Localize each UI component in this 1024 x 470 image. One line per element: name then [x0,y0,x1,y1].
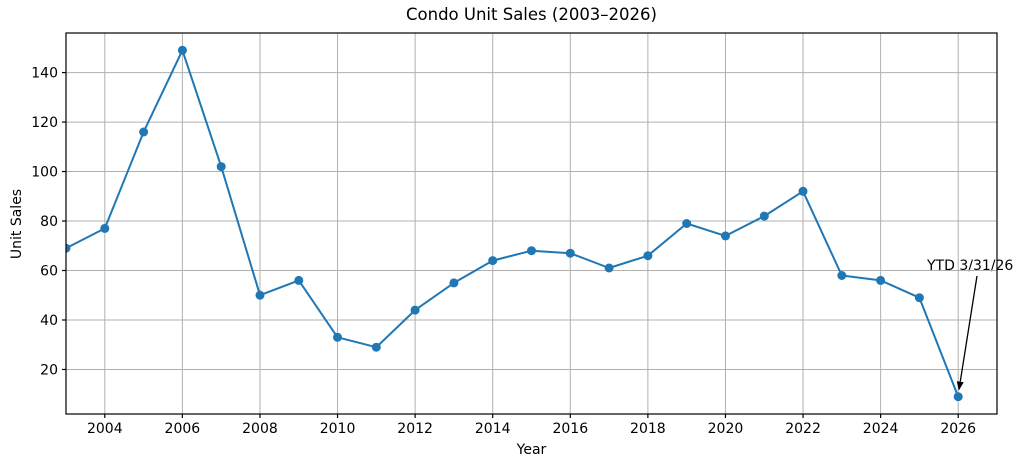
data-point [449,278,459,288]
x-tick-label: 2018 [630,421,666,437]
data-point [410,305,420,315]
data-point [371,342,381,352]
x-axis-label: Year [516,442,547,458]
annotation-ytd-label: YTD 3/31/26 [927,258,1014,274]
data-point [527,246,536,256]
x-tick-label: 2022 [785,421,821,437]
x-tick-label: 2016 [552,421,588,437]
y-tick-label: 40 [40,313,58,329]
data-point [66,243,71,253]
data-point [139,127,149,137]
data-point [876,275,886,285]
chart-title: Condo Unit Sales (2003–2026) [406,5,657,24]
data-point [953,392,963,402]
data-point [682,219,692,228]
data-point [914,293,924,303]
data-point [759,211,769,221]
y-tick-label: 120 [31,115,58,131]
y-tick-label: 60 [40,264,58,280]
data-point [255,290,265,300]
x-tick-label: 2012 [397,421,433,437]
data-point [721,231,730,241]
annotation-arrow [956,275,978,391]
data-point [100,223,110,233]
series-unit-sales [66,45,963,402]
data-point [643,251,653,261]
grid [66,33,997,414]
annotation-arrow-head [956,381,964,391]
x-tick-label: 2024 [863,421,899,437]
data-point [565,248,575,258]
x-tick-label: 2014 [475,421,511,437]
data-point [177,45,187,55]
data-point [798,186,808,196]
x-tick-label: 2004 [87,421,123,437]
y-tick-label: 100 [31,165,58,181]
x-tick-label: 2026 [940,421,976,437]
data-point [837,271,847,280]
data-point [294,275,304,285]
x-tick-label: 2008 [242,421,278,437]
data-point [604,263,614,273]
ticks: 2004 2006 2008 2010 2012 2014 2016 2018 2020 2022… [31,66,976,437]
y-tick-label: 140 [31,66,58,82]
annotation-arrow-line [959,275,978,382]
y-tick-label: 80 [40,214,58,230]
data-point [488,256,498,266]
data-point [216,162,226,172]
y-tick-label: 20 [40,362,58,378]
axes-frame [65,32,998,415]
x-tick-label: 2020 [708,421,744,437]
data-line [66,49,960,398]
data-point [333,332,342,342]
x-tick-label: 2006 [165,421,201,437]
x-tick-label: 2010 [320,421,356,437]
